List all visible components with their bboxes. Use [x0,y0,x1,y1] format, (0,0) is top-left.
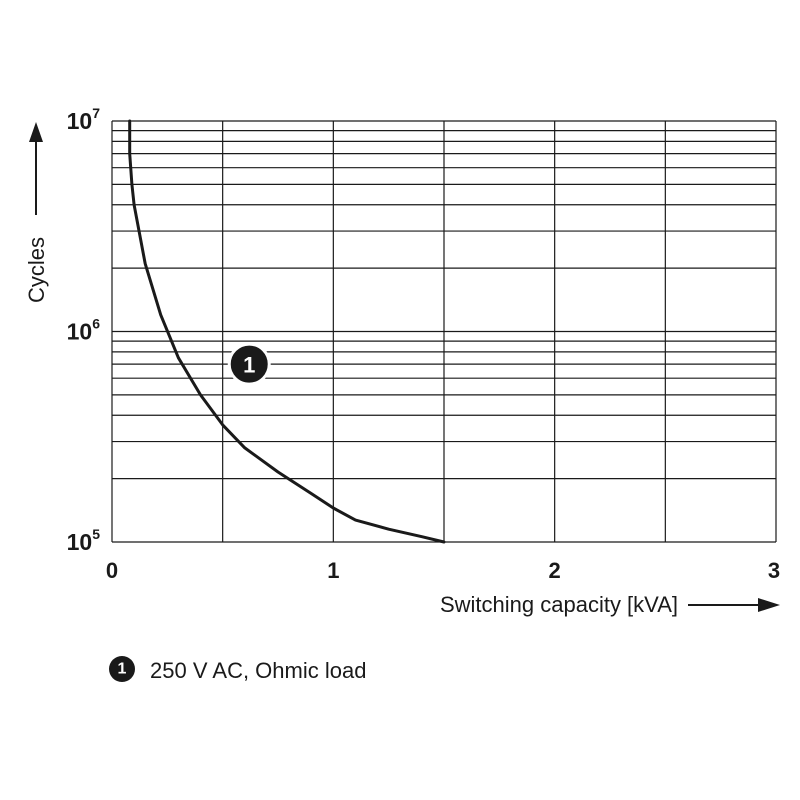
y-tick-exponent: 6 [92,316,100,332]
marker-circle [227,342,271,386]
legend-marker-number: 1 [118,661,127,678]
y-tick-label: 107 [67,105,101,134]
y-tick-exponent: 7 [92,105,100,121]
x-axis-arrow-icon [758,598,780,612]
x-tick-label: 0 [106,558,118,583]
y-axis-label: Cycles [24,237,49,303]
marker-number: 1 [243,353,255,378]
x-axis-label: Switching capacity [kVA] [440,592,678,617]
x-axis-label-group: Switching capacity [kVA] [440,592,780,617]
series-line [128,119,446,544]
y-axis-arrow-icon [29,122,43,142]
y-tick-label: 106 [67,316,101,345]
curve-marker: 1 [227,342,271,386]
x-tick-label: 2 [549,558,561,583]
y-tick-exponent: 5 [92,526,100,542]
y-tick-label: 105 [67,526,101,555]
legend-label: 250 V AC, Ohmic load [150,658,366,683]
x-tick-label: 3 [768,558,780,583]
x-tick-label: 1 [327,558,339,583]
y-tick-base: 10 [67,319,93,345]
grid [111,120,777,543]
y-tick-base: 10 [67,108,93,134]
legend-marker-circle [109,656,135,682]
y-axis-label-group: Cycles [24,122,49,303]
x-tick-labels: 0 1 2 3 [106,558,780,583]
y-tick-base: 10 [67,529,93,555]
legend: 1 250 V AC, Ohmic load [109,656,366,683]
